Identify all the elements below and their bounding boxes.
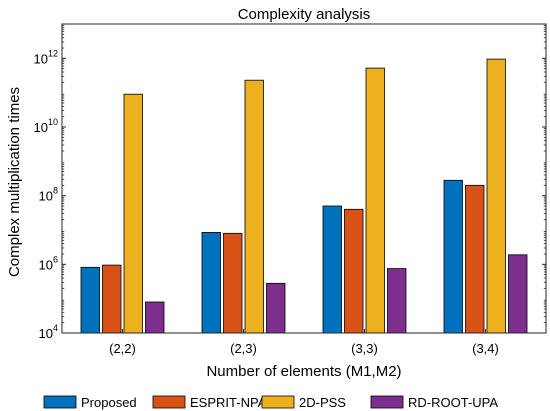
x-tick-label: (3,3) xyxy=(351,341,378,356)
y-tick-label: 108 xyxy=(39,186,58,204)
bar-rd-root-upa-4 xyxy=(508,254,528,334)
bar-2d-pss-4 xyxy=(486,58,506,334)
legend-label: Proposed xyxy=(81,395,137,410)
y-tick-label: 106 xyxy=(39,254,58,272)
bar-rd-root-upa-3 xyxy=(387,268,407,334)
bar-proposed-4 xyxy=(443,179,463,334)
bar-rd-root-upa-1 xyxy=(145,301,165,334)
bar-esprit-npa-1 xyxy=(102,264,122,334)
legend-swatch xyxy=(152,395,186,409)
x-tick-label: (2,3) xyxy=(230,341,257,356)
bar-2d-pss-3 xyxy=(365,67,385,334)
bar-esprit-npa-4 xyxy=(465,184,485,334)
chart-title: Complexity analysis xyxy=(238,6,371,23)
legend-swatch xyxy=(370,395,404,409)
x-axis-label: Number of elements (M1,M2) xyxy=(206,363,401,380)
bar-esprit-npa-2 xyxy=(223,232,243,334)
y-tick-label: 1012 xyxy=(34,48,58,66)
y-tick-label: 1010 xyxy=(34,117,58,135)
legend-swatch xyxy=(43,395,77,409)
bar-proposed-1 xyxy=(80,266,100,334)
legend-swatch xyxy=(261,395,295,409)
legend-label: RD-ROOT-UPA xyxy=(408,395,498,410)
x-tick-label: (2,2) xyxy=(109,341,136,356)
legend-label: ESPRIT-NPA xyxy=(190,395,267,410)
bar-2d-pss-2 xyxy=(244,79,264,334)
bar-rd-root-upa-2 xyxy=(266,282,286,334)
bars-group xyxy=(80,58,528,334)
plot-area-frame xyxy=(61,23,547,334)
legend: Proposed ESPRIT-NPA 2D-PSS RD-ROOT-UPA xyxy=(43,395,498,410)
y-tick-label: 104 xyxy=(39,323,58,341)
axes-group: (2,2) (2,3) (3,3) (3,4) 104 106 108 1010 1012 xyxy=(34,25,546,356)
bar-esprit-npa-3 xyxy=(344,208,364,334)
y-axis-label: Complex multiplication times xyxy=(6,87,23,277)
bar-2d-pss-1 xyxy=(123,93,143,334)
bar-proposed-2 xyxy=(201,231,221,334)
legend-label: 2D-PSS xyxy=(299,395,346,410)
x-tick-label: (3,4) xyxy=(472,341,499,356)
bar-proposed-3 xyxy=(322,205,342,334)
